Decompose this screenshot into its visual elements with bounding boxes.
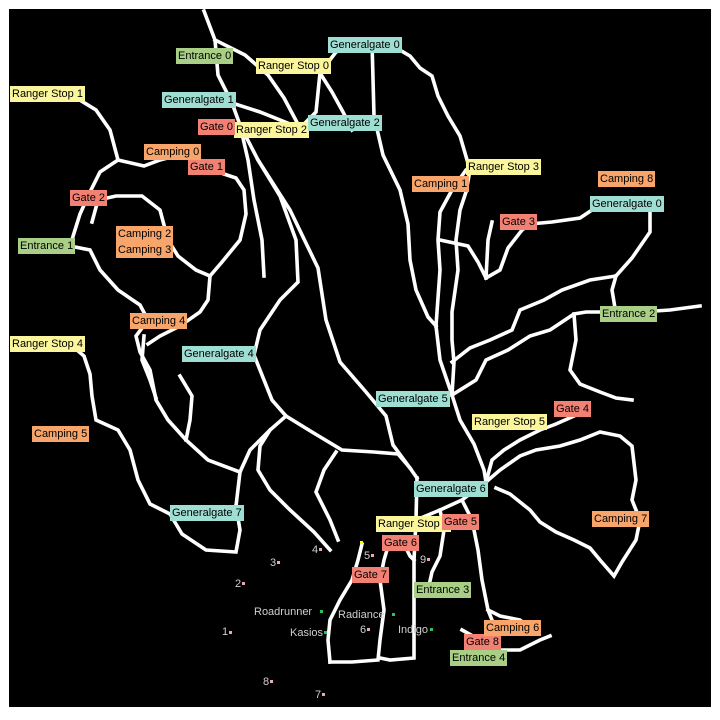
camping-2-label: Camping 2	[116, 226, 174, 242]
gate-0-label: Gate 0	[198, 119, 236, 135]
camping-4-label: Camping 4	[130, 313, 188, 329]
ranger-stop-5-label: Ranger Stop 5	[472, 414, 547, 430]
generalgate-1-label: Generalgate 1	[162, 92, 236, 108]
gate-8-label: Gate 8	[464, 634, 502, 650]
site-7-marker	[322, 693, 325, 696]
site-6-label: 6	[360, 624, 367, 636]
site-8-marker	[270, 680, 273, 683]
site-9-marker	[427, 558, 430, 561]
generalgate-6-label: Generalgate 6	[414, 481, 488, 497]
road	[449, 392, 489, 485]
road	[67, 341, 242, 554]
camping-5-label: Camping 5	[32, 426, 90, 442]
entrance-4-label: Entrance 4	[450, 650, 508, 666]
gate-2-label: Gate 2	[70, 190, 108, 206]
roadrunner-label: Roadrunner	[254, 606, 313, 618]
road	[314, 449, 341, 543]
camping-6-label: Camping 6	[484, 620, 542, 636]
gate-6-label: Gate 6	[382, 535, 420, 551]
ranger-stop-2-label: Ranger Stop 2	[234, 122, 309, 138]
gate-3-label: Gate 3	[500, 214, 538, 230]
generalgate-7-label: Generalgate 7	[170, 505, 244, 521]
roadrunner-marker	[320, 610, 323, 613]
site-9-label: 9	[420, 554, 427, 566]
generalgate-2-label: Generalgate 2	[308, 115, 382, 131]
ranger-stop-6-label: Ranger Stop 6	[376, 516, 451, 532]
gate-4-label: Gate 4	[554, 401, 592, 417]
road	[326, 541, 365, 664]
radiance-label: Radiance	[338, 609, 385, 621]
ranger-stop-0-label: Ranger Stop 0	[256, 58, 331, 74]
road	[67, 243, 243, 475]
gate-1-label: Gate 1	[188, 159, 226, 175]
ranger-stop-3-label: Ranger Stop 3	[466, 159, 541, 175]
generalgate-0-east-label: Generalgate 0	[590, 196, 664, 212]
road	[251, 157, 300, 358]
road	[234, 427, 273, 508]
entrance-0-label: Entrance 0	[176, 48, 234, 64]
site-4-label: 4	[312, 544, 319, 556]
gate-7-label: Gate 7	[352, 567, 390, 583]
site-5-marker	[371, 554, 374, 557]
road	[449, 204, 652, 365]
road	[437, 203, 601, 281]
radiance-marker	[392, 613, 395, 616]
road	[212, 37, 303, 131]
indigo-marker	[430, 628, 433, 631]
camping-8-label: Camping 8	[598, 171, 656, 187]
gate-5-label: Gate 5	[442, 514, 480, 530]
kasios-marker	[324, 631, 327, 634]
generalgate-5-label: Generalgate 5	[376, 391, 450, 407]
camping-1-label: Camping 1	[412, 176, 470, 192]
site-2-label: 2	[235, 578, 242, 590]
road	[237, 122, 266, 278]
road	[383, 39, 472, 397]
generalgate-4-label: Generalgate 4	[182, 346, 256, 362]
site-7-label: 7	[315, 689, 322, 701]
road	[434, 324, 455, 398]
camping-7-label: Camping 7	[592, 511, 650, 527]
indigo-label: Indigo	[398, 624, 428, 636]
road	[484, 219, 495, 280]
kasios-label: Kasios	[290, 627, 324, 639]
road	[483, 407, 587, 485]
site-1-marker	[229, 631, 232, 634]
road	[177, 373, 194, 443]
road	[483, 430, 642, 580]
generalgate-0-label: Generalgate 0	[328, 37, 402, 53]
site-5-label: 5	[364, 550, 371, 562]
camping-0-label: Camping 0	[144, 144, 202, 160]
entrance-3-label: Entrance 3	[414, 582, 472, 598]
road	[568, 312, 635, 403]
site-8-label: 8	[263, 676, 270, 688]
camping-3-label: Camping 3	[116, 242, 174, 258]
site-3-marker	[277, 561, 280, 564]
site-6-marker	[367, 628, 370, 631]
site-1-label: 1	[222, 626, 229, 638]
road	[251, 352, 413, 471]
road	[201, 8, 420, 481]
road	[67, 91, 121, 195]
ranger-stop-1-label: Ranger Stop 1	[10, 86, 85, 102]
site-2-marker	[242, 582, 245, 585]
entrance-1-label: Entrance 1	[18, 238, 76, 254]
site-4-marker	[319, 548, 322, 551]
road	[328, 537, 393, 664]
site-3-label: 3	[270, 557, 277, 569]
road	[140, 334, 159, 401]
site-marker-yellow	[360, 541, 363, 544]
entrance-2-label: Entrance 2	[600, 306, 658, 322]
ranger-stop-4-label: Ranger Stop 4	[10, 336, 85, 352]
